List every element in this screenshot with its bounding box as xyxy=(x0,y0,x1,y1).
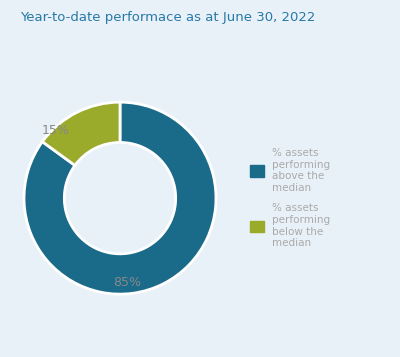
Wedge shape xyxy=(42,102,120,165)
Wedge shape xyxy=(24,102,216,294)
Text: 15%: 15% xyxy=(42,125,70,137)
Text: 85%: 85% xyxy=(113,276,141,289)
Text: Year-to-date performace as at June 30, 2022: Year-to-date performace as at June 30, 2… xyxy=(20,11,315,24)
Legend: % assets
performing
above the
median, % assets
performing
below the
median: % assets performing above the median, % … xyxy=(250,148,330,248)
